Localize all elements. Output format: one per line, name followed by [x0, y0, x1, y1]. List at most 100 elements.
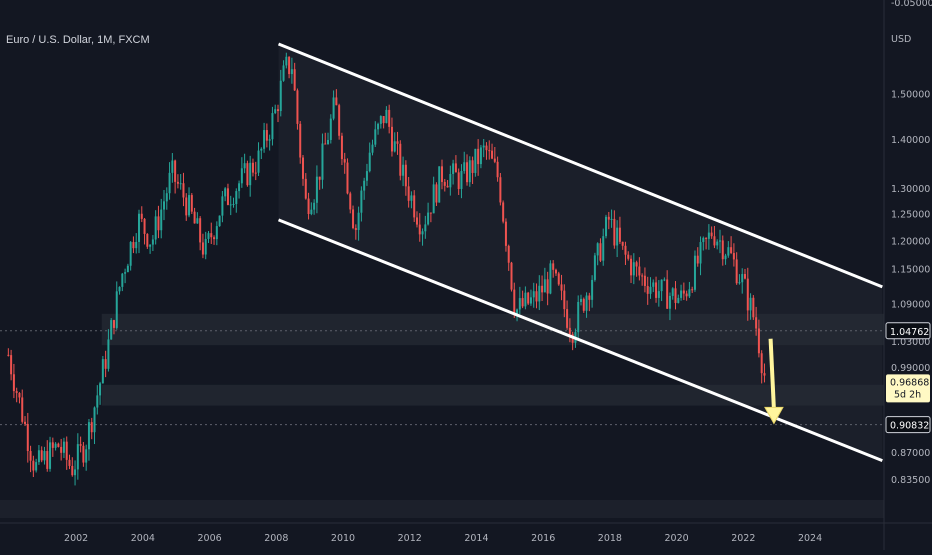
candle-body [674, 288, 677, 303]
channel-lower-line [277, 218, 883, 462]
candle-body [390, 126, 393, 152]
time-axis-tick: 2020 [665, 533, 689, 544]
candle-body [32, 460, 35, 471]
candle-body [549, 263, 552, 294]
candle-body [163, 201, 166, 210]
candle-body [29, 451, 32, 461]
candle-body [160, 209, 163, 231]
candle-body [563, 290, 566, 310]
candle-body [321, 143, 324, 180]
candle-body [718, 240, 721, 242]
candle-body [424, 224, 427, 232]
candle-body [363, 180, 366, 191]
candle-body [440, 166, 444, 182]
candle-body [371, 144, 374, 153]
candle-body [360, 190, 363, 213]
candle-body [224, 188, 227, 197]
candle-body [591, 279, 594, 300]
candle-body [190, 195, 193, 212]
candle-body [579, 298, 582, 302]
candle-body [438, 166, 441, 203]
candle-body [226, 188, 229, 205]
price-axis-tick: 1.15000 [891, 264, 930, 275]
candle-body [315, 176, 318, 203]
time-axis-tick: 2016 [531, 533, 555, 544]
candle-body [71, 465, 74, 476]
candle-body [538, 285, 541, 302]
candle-body [446, 185, 449, 188]
price-axis-unit: USD [891, 34, 911, 45]
time-axis-tick: 2012 [398, 533, 422, 544]
candle-body [585, 295, 588, 311]
candle-body [763, 373, 766, 376]
time-axis-tick: 2010 [331, 533, 355, 544]
candle-body [171, 160, 174, 173]
candle-body [638, 266, 641, 276]
candle-body [251, 162, 254, 173]
price-axis-tick: 1.20000 [891, 236, 930, 247]
candle-body [418, 224, 421, 235]
candle-body [271, 113, 274, 140]
candle-body [288, 56, 291, 75]
candle-body [318, 176, 321, 180]
candle-body [46, 451, 49, 469]
candle-body [710, 232, 713, 237]
candle-body [732, 253, 735, 260]
candle-body [396, 141, 399, 144]
candle-body [60, 446, 63, 453]
candle-body [124, 272, 127, 274]
price-axis-tick: 0.87000 [891, 448, 930, 459]
candle-body [282, 65, 285, 81]
candle-body [730, 247, 733, 254]
time-axis-tick: 2018 [598, 533, 622, 544]
chart-title: Euro / U.S. Dollar, 1M, FXCM [6, 34, 150, 46]
candle-body [602, 236, 605, 261]
candle-body [210, 233, 213, 238]
candle-body [543, 279, 546, 293]
candle-body [168, 172, 171, 194]
candle-body [193, 211, 196, 224]
candle-body [349, 193, 352, 210]
candle-body [577, 301, 580, 333]
price-level-tag [885, 322, 931, 340]
bar-countdown-label: 5d 2h [894, 389, 921, 400]
candle-body [96, 395, 99, 408]
candle-body [207, 233, 210, 239]
candle-body [279, 80, 282, 112]
candle-body [546, 279, 549, 294]
candle-body [652, 282, 655, 287]
candle-body [35, 462, 38, 471]
candle-body [126, 265, 129, 273]
candle-body [218, 215, 221, 227]
candle-body [15, 391, 18, 393]
candle-body [374, 129, 377, 145]
candle-body [254, 172, 257, 174]
channel-upper-line [277, 42, 883, 289]
candle-body [630, 258, 633, 276]
candle-body [129, 242, 132, 266]
candle-body [655, 282, 658, 298]
candle-body [744, 274, 747, 279]
candle-body [24, 421, 27, 424]
support-zone [101, 384, 884, 406]
candle-body [257, 150, 260, 173]
candle-body [496, 161, 499, 178]
candle-body [112, 320, 115, 328]
candle-body [518, 298, 521, 310]
candle-body [668, 295, 671, 309]
candle-body [752, 297, 755, 318]
candle-body [340, 135, 343, 160]
candle-body [502, 202, 505, 222]
candle-body [599, 243, 602, 261]
candle-body [627, 254, 630, 259]
candle-body [188, 195, 191, 216]
candle-body [174, 160, 177, 182]
current-price-label: 0.96868 [890, 377, 929, 388]
candle-body [568, 327, 571, 335]
candle-body [107, 339, 110, 369]
candle-body [624, 245, 627, 255]
candle-body [354, 228, 357, 230]
candle-body [524, 292, 527, 307]
